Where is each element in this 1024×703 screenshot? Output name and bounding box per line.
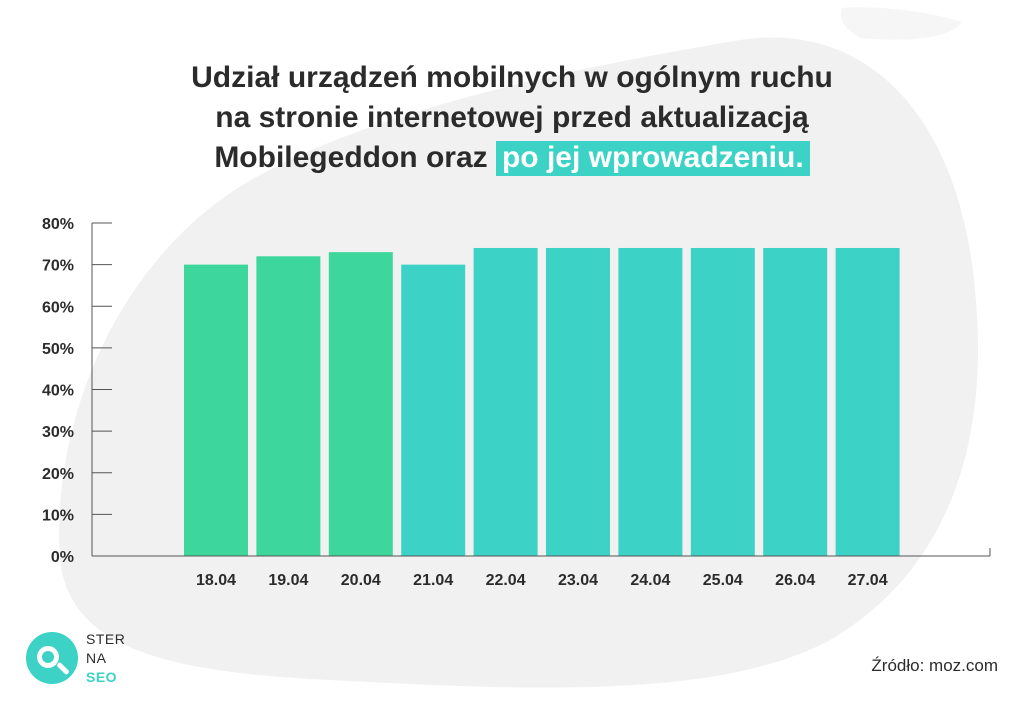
x-tick-label: 18.04 <box>196 572 236 589</box>
bar-27.04 <box>835 247 900 556</box>
y-tick-label: 40% <box>42 383 74 400</box>
title-line-2: na stronie internetowej przed aktualizac… <box>215 101 809 134</box>
bar-25.04 <box>690 247 755 556</box>
x-tick-label: 19.04 <box>268 572 308 589</box>
magnifier-icon <box>26 632 78 684</box>
x-tick-label: 25.04 <box>703 572 743 589</box>
bars <box>184 247 900 556</box>
y-tick-label: 60% <box>42 299 74 316</box>
x-tick-label: 20.04 <box>341 572 381 589</box>
bar-26.04 <box>763 247 828 556</box>
y-tick-label: 20% <box>42 466 74 483</box>
x-tick-label: 26.04 <box>775 572 815 589</box>
source-note: Źródło: moz.com <box>871 656 998 675</box>
title-highlight: po jej wprowadzeniu. <box>495 141 810 176</box>
bar-18.04 <box>184 264 248 556</box>
logo-line-1: STER <box>86 631 126 647</box>
logo: STER NA SEO <box>26 628 146 692</box>
x-tick-label: 21.04 <box>413 572 453 589</box>
y-tick-label: 80% <box>42 216 74 233</box>
bar-20.04 <box>328 252 393 556</box>
x-tick-label: 24.04 <box>630 572 670 589</box>
x-tick-label: 23.04 <box>558 572 598 589</box>
y-tick-label: 0% <box>51 549 74 566</box>
bar-23.04 <box>546 247 610 556</box>
title-line-3: Mobilegeddon oraz po jej wprowadzeniu. <box>0 138 1024 178</box>
y-tick-label: 70% <box>42 258 74 275</box>
logo-line-3: SEO <box>86 669 118 685</box>
title-line-3-prefix: Mobilegeddon oraz <box>214 141 488 174</box>
y-tick-label: 50% <box>42 341 74 358</box>
bar-19.04 <box>256 256 321 556</box>
bar-24.04 <box>618 247 683 556</box>
logo-text: STER NA SEO <box>86 630 125 687</box>
logo-line-2: NA <box>86 650 107 666</box>
bar-22.04 <box>473 247 538 556</box>
y-axis: 0% 10% 20% 30% 40% 50% 60% 70% 80% <box>42 216 112 566</box>
bar-21.04 <box>401 264 466 556</box>
chart-title: Udział urządzeń mobilnych w ogólnym ruch… <box>0 58 1024 178</box>
y-tick-label: 10% <box>42 507 74 524</box>
x-axis: 18.04 19.04 20.04 21.04 22.04 23.04 24.04 25.04… <box>92 548 991 589</box>
y-tick-label: 30% <box>42 424 74 441</box>
title-line-1: Udział urządzeń mobilnych w ogólnym ruch… <box>191 61 833 94</box>
x-tick-label: 27.04 <box>848 572 888 589</box>
x-tick-label: 22.04 <box>486 572 526 589</box>
